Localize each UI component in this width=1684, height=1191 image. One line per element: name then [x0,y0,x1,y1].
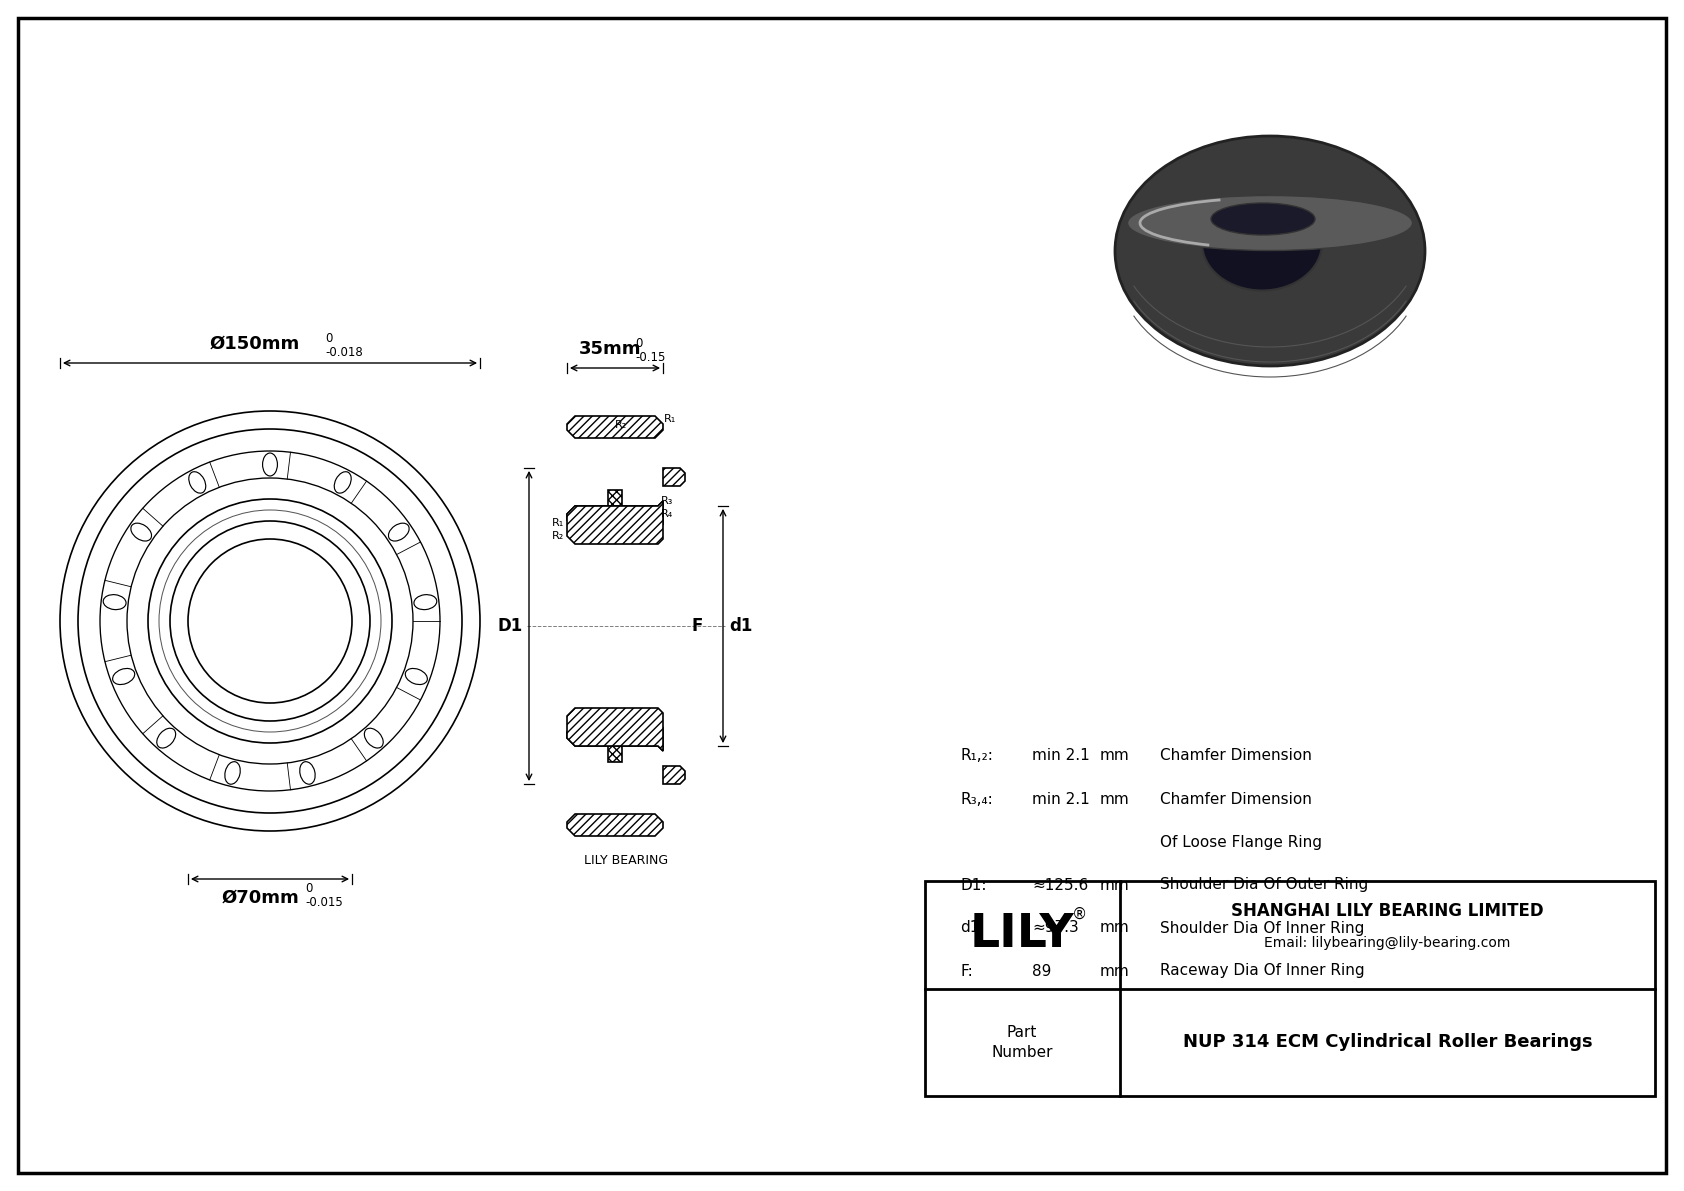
Text: R₁: R₁ [663,414,677,424]
Ellipse shape [1128,195,1413,250]
Text: -0.15: -0.15 [635,351,665,364]
Text: 0: 0 [635,337,642,350]
Ellipse shape [1202,195,1322,291]
Text: D1: D1 [498,617,524,635]
Text: mm: mm [1100,748,1130,763]
Text: LILY BEARING: LILY BEARING [584,854,669,867]
Text: -0.018: -0.018 [325,347,362,358]
Text: SHANGHAI LILY BEARING LIMITED: SHANGHAI LILY BEARING LIMITED [1231,902,1544,919]
Polygon shape [608,732,621,762]
Text: F:: F: [960,964,973,979]
Polygon shape [568,501,663,525]
Text: -0.015: -0.015 [305,896,344,909]
Polygon shape [568,727,663,752]
Text: Shoulder Dia Of Outer Ring: Shoulder Dia Of Outer Ring [1160,878,1367,892]
Text: Raceway Dia Of Inner Ring: Raceway Dia Of Inner Ring [1160,964,1364,979]
Text: F: F [692,617,702,635]
Text: NUP 314 ECM Cylindrical Roller Bearings: NUP 314 ECM Cylindrical Roller Bearings [1182,1034,1593,1052]
Text: Email: lilybearing@lily-bearing.com: Email: lilybearing@lily-bearing.com [1265,936,1511,950]
Text: 0: 0 [305,883,312,894]
Text: mm: mm [1100,964,1130,979]
Bar [925,881,1655,1096]
Ellipse shape [1115,136,1425,366]
Text: Part
Number: Part Number [992,1024,1052,1060]
Text: d1:: d1: [960,921,985,935]
Text: Of Loose Flange Ring: Of Loose Flange Ring [1160,835,1322,849]
Text: min 2.1: min 2.1 [1032,792,1090,806]
Text: Ø150mm: Ø150mm [210,335,300,353]
Polygon shape [568,501,663,544]
Text: d1: d1 [729,617,753,635]
Text: ≈125.6: ≈125.6 [1032,878,1088,892]
Text: Ø70mm: Ø70mm [221,888,298,908]
Polygon shape [608,490,621,520]
Text: R₁,₂:: R₁,₂: [960,748,994,763]
Polygon shape [568,813,663,836]
Text: R₃: R₃ [662,495,674,506]
Text: R₃,₄:: R₃,₄: [960,792,994,806]
Text: ®: ® [1073,908,1088,922]
Polygon shape [568,707,663,752]
Polygon shape [663,468,685,486]
Text: R₄: R₄ [662,509,674,519]
Polygon shape [663,766,685,784]
Text: 35mm: 35mm [579,339,642,358]
Text: R₁: R₁ [552,518,564,528]
Text: mm: mm [1100,878,1130,892]
Ellipse shape [1211,202,1315,235]
Text: LILY: LILY [970,912,1074,958]
Text: Chamfer Dimension: Chamfer Dimension [1160,748,1312,763]
Text: mm: mm [1100,921,1130,935]
Text: mm: mm [1100,792,1130,806]
Text: R₂: R₂ [552,531,564,541]
Text: D1:: D1: [960,878,987,892]
Text: 0: 0 [325,332,332,345]
Text: Chamfer Dimension: Chamfer Dimension [1160,792,1312,806]
Text: min 2.1: min 2.1 [1032,748,1090,763]
Polygon shape [568,416,663,438]
Text: Shoulder Dia Of Inner Ring: Shoulder Dia Of Inner Ring [1160,921,1364,935]
Text: 89: 89 [1032,964,1051,979]
Text: R₂: R₂ [615,420,626,430]
Text: ≈97.3: ≈97.3 [1032,921,1079,935]
